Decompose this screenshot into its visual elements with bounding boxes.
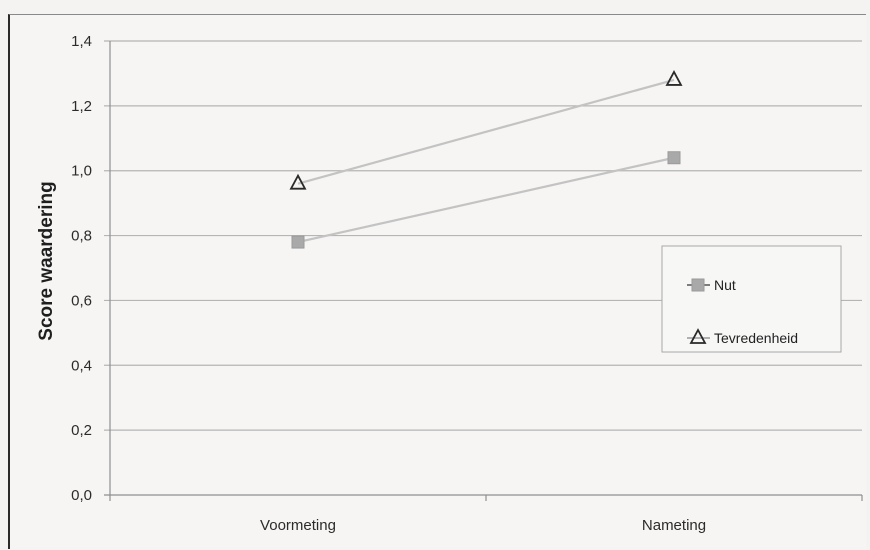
y-tick-label: 0,0 (71, 487, 92, 504)
data-point-square (667, 151, 681, 165)
gridlines (104, 40, 863, 501)
series-line (297, 156, 675, 244)
series (289, 70, 683, 249)
x-tick-label: Voormeting (260, 517, 336, 534)
x-tick-labels: Voormeting Nameting (260, 517, 706, 534)
legend-item-nut: Nut (687, 277, 736, 293)
y-tick-label: 1,4 (71, 33, 92, 50)
data-point-triangle (289, 173, 307, 190)
y-tick-label: 1,0 (71, 163, 92, 180)
data-point-triangle (665, 70, 683, 86)
legend-marker (691, 278, 705, 292)
series-nut (291, 151, 681, 249)
legend-item-tevredenheid: Tevredenheid (687, 328, 798, 346)
y-tick-label: 0,4 (71, 357, 92, 374)
series-line (297, 78, 675, 185)
y-axis-title: Score waardering (36, 181, 57, 340)
legend: Nut Tevredenheid (661, 245, 842, 353)
legend-marker (689, 328, 707, 344)
y-tick-labels: 0,0 0,2 0,4 0,6 0,8 1,0 1,2 1,4 (71, 33, 92, 504)
y-tick-label: 0,6 (71, 292, 92, 309)
data-point-square (291, 235, 305, 249)
y-tick-label: 1,2 (71, 98, 92, 115)
legend-box (661, 245, 842, 353)
y-tick-label: 0,2 (71, 422, 92, 439)
legend-label: Tevredenheid (714, 330, 798, 346)
series-tevredenheid (289, 70, 683, 190)
line-chart: 0,0 0,2 0,4 0,6 0,8 1,0 1,2 1,4 Voormeting Namet… (36, 33, 863, 534)
legend-label: Nut (714, 277, 736, 293)
x-tick-label: Nameting (642, 517, 706, 534)
chart-frame: 0,0 0,2 0,4 0,6 0,8 1,0 1,2 1,4 Voormeting Namet… (8, 14, 866, 549)
y-tick-label: 0,8 (71, 228, 92, 245)
